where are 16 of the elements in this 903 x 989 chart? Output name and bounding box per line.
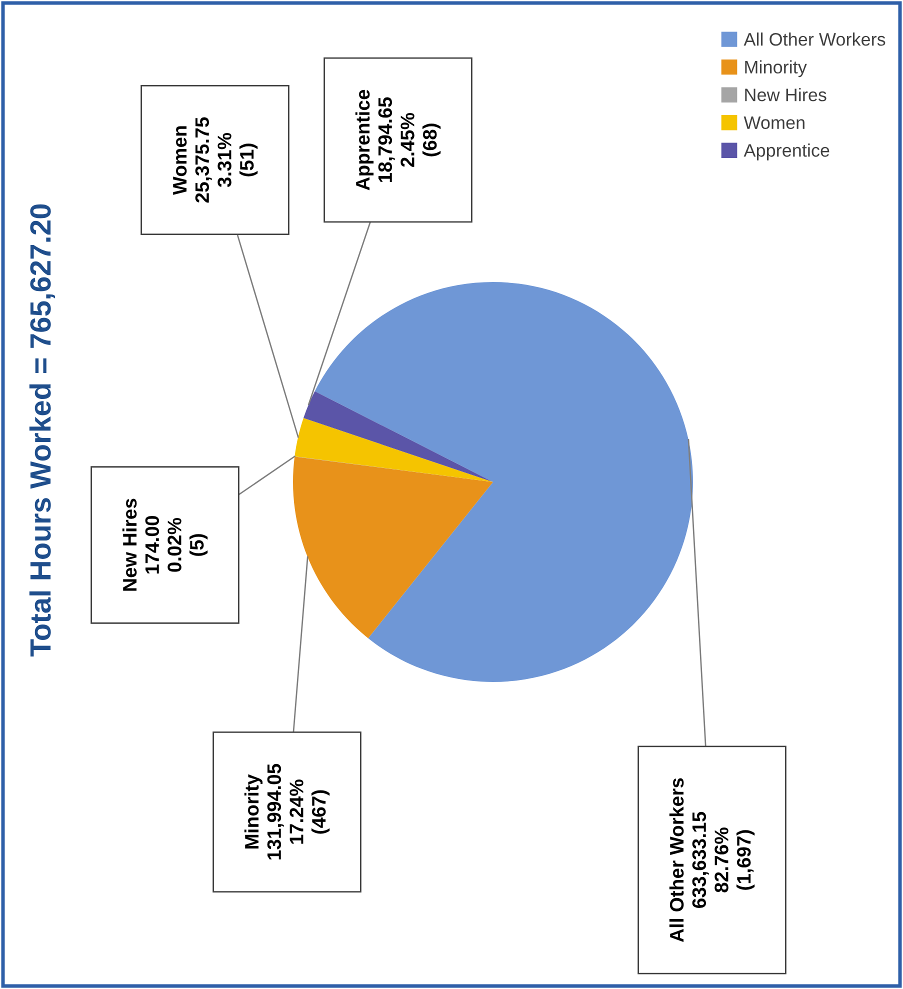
data-label: 633,633.15 82.76% (1,697) [692, 812, 755, 908]
legend-label: Apprentice [744, 144, 830, 160]
slice-label: Apprentice [355, 90, 374, 190]
data-label: 131,994.05 17.24% (467) [267, 764, 330, 860]
slice-label: Women [173, 126, 187, 195]
slice-label: Minority [244, 774, 263, 849]
data-label: 18,794.65 2.45% (68) [378, 97, 441, 182]
data-label: 25,375.75 3.31% (51) [195, 117, 258, 203]
legend-label: Minority [745, 60, 807, 78]
legend-label: All Other Workers [744, 32, 886, 46]
legend-label: Women [744, 116, 804, 130]
slice-label: All Other Workers [669, 778, 684, 942]
legend-label: New Hires [745, 88, 826, 102]
data-label: 174.00 0.02% (5) [145, 516, 208, 574]
text: Total Hours Worked = 765,627.20 [29, 204, 56, 656]
slice-label: New Hires [122, 498, 137, 591]
